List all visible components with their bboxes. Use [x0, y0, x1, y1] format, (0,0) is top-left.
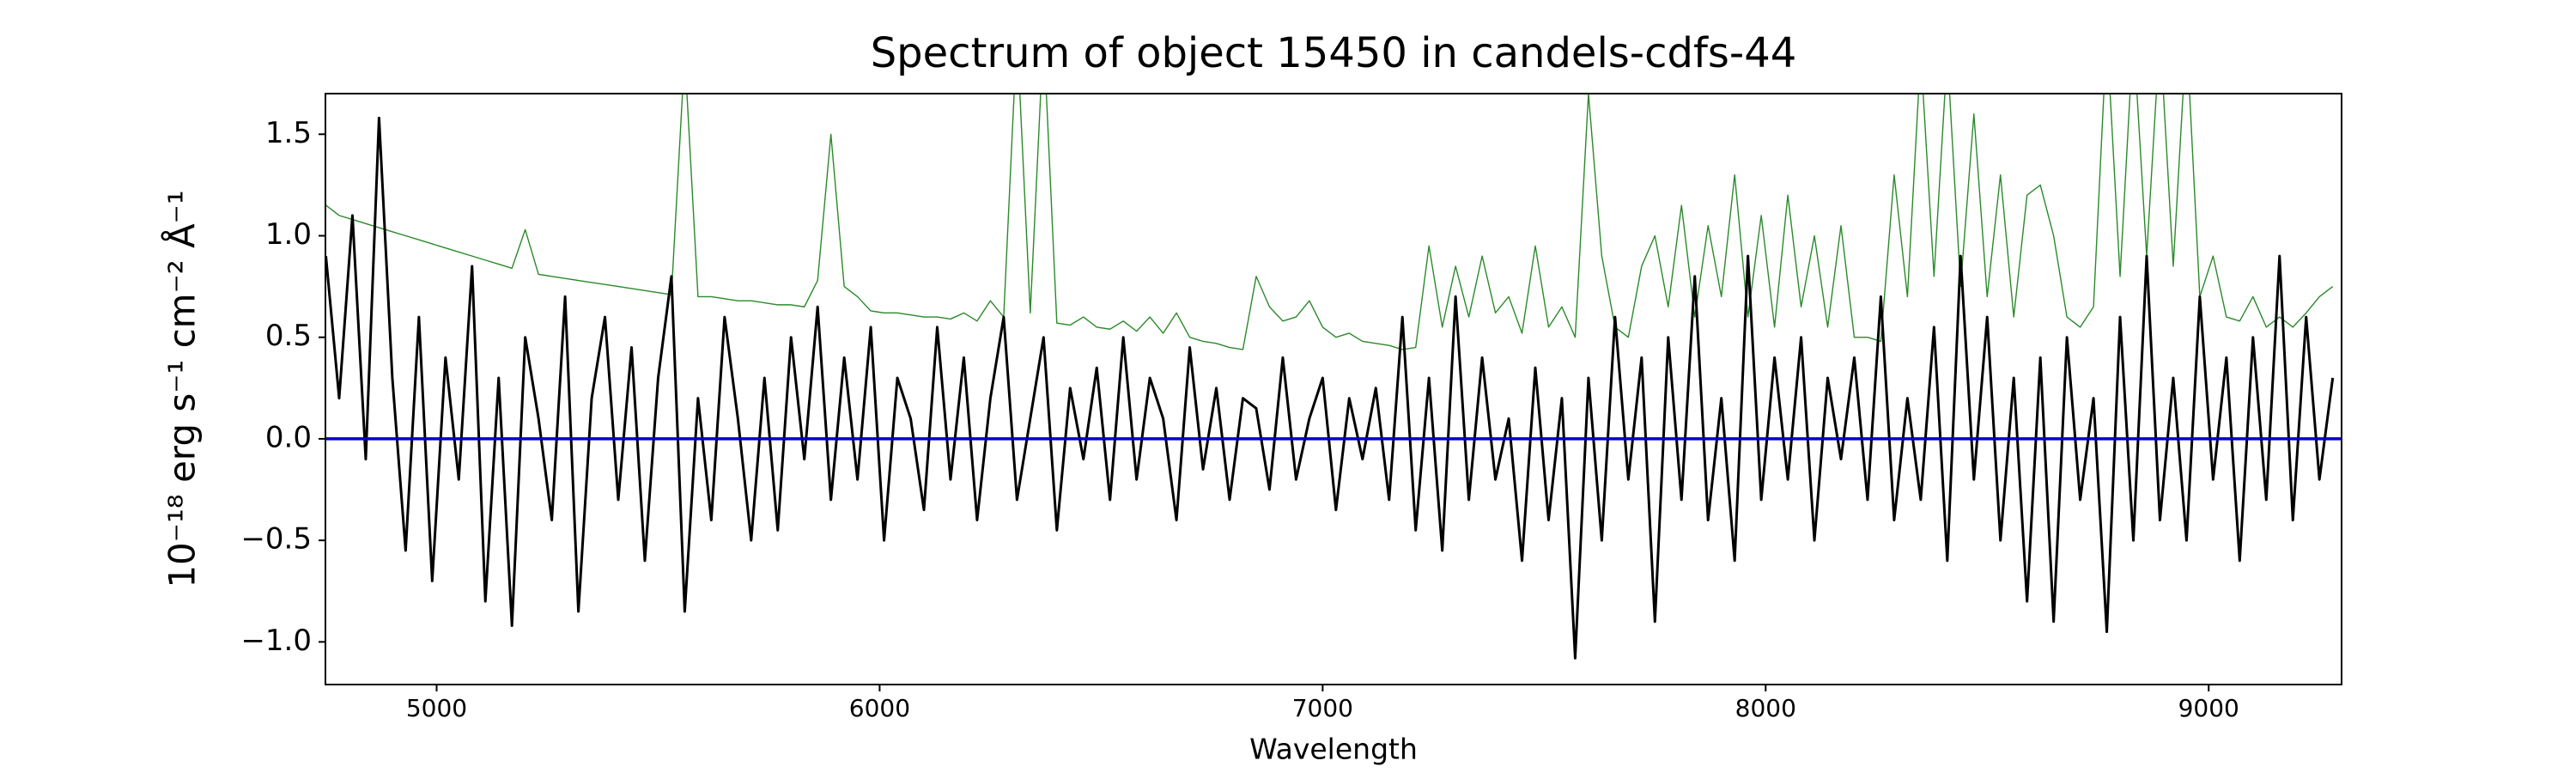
- spectrum-line: [325, 94, 2334, 350]
- y-tick-label: −0.5: [240, 522, 312, 557]
- y-axis-label: 10⁻¹⁸ erg s⁻¹ cm⁻² Å⁻¹: [161, 190, 204, 587]
- x-tick-label: 6000: [849, 694, 910, 722]
- x-tick-label: 8000: [1735, 694, 1796, 722]
- chart-title: Spectrum of object 15450 in candels-cdfs…: [871, 29, 1797, 77]
- y-tick-label: 0.0: [265, 420, 312, 454]
- x-axis-label: Wavelength: [1249, 733, 1418, 766]
- x-tick-label: 7000: [1292, 694, 1353, 722]
- x-tick-label: 9000: [2178, 694, 2239, 722]
- y-tick-label: 0.5: [265, 319, 312, 353]
- axes-frame: [325, 93, 2342, 685]
- y-tick-label: 1.5: [265, 116, 312, 150]
- spectrum-line: [325, 116, 2335, 660]
- y-tick-label: −1.0: [240, 624, 312, 658]
- plot-area: [325, 94, 2342, 660]
- y-tick-label: 1.0: [265, 217, 312, 252]
- x-tick-label: 5000: [406, 694, 467, 722]
